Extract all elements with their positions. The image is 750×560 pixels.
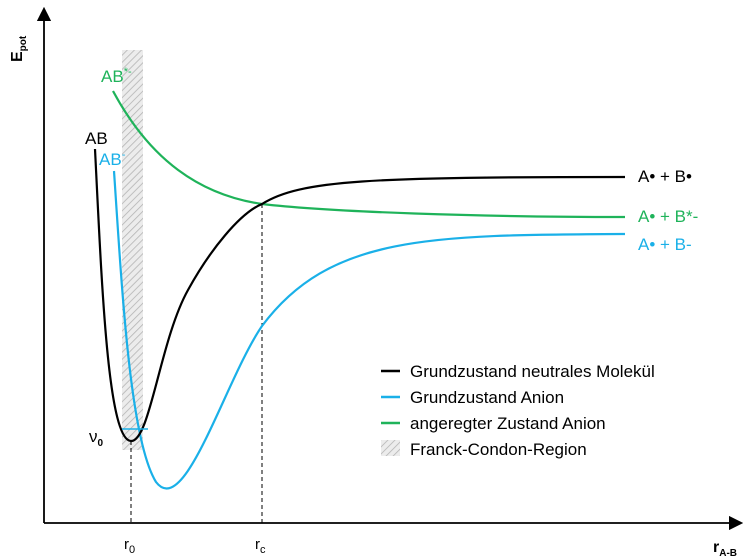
excited-left-label: AB*- [101, 66, 132, 86]
legend-label-neutral: Grundzustand neutrales Molekül [410, 362, 655, 381]
x-axis-title: rA-B [713, 539, 737, 559]
neutral-right-label: A• + B• [638, 167, 692, 186]
legend-label-excited: angeregter Zustand Anion [410, 414, 606, 433]
neutral-left-label: AB [85, 129, 108, 148]
anion-left-label: AB- [99, 149, 126, 169]
legend: Grundzustand neutrales Molekül Grundzust… [381, 362, 655, 459]
svg-text:Epot: Epot [9, 35, 29, 62]
legend-label-franck-condon: Franck-Condon-Region [410, 440, 587, 459]
legend-label-anion: Grundzustand Anion [410, 388, 564, 407]
excited-right-label: A• + B*- [638, 207, 698, 226]
legend-swatch-franck-condon [381, 440, 400, 456]
y-axis-title: Epot [9, 35, 29, 62]
neutral-ground-curve [93, 148, 626, 443]
r0-tick-label: r0 [124, 536, 135, 556]
anion-right-label: A• + B- [638, 235, 692, 254]
nu0-label: ν0 [89, 427, 104, 449]
excited-anion-curve [112, 90, 626, 219]
anion-ground-curve [112, 170, 626, 490]
rc-tick-label: rc [255, 536, 266, 556]
